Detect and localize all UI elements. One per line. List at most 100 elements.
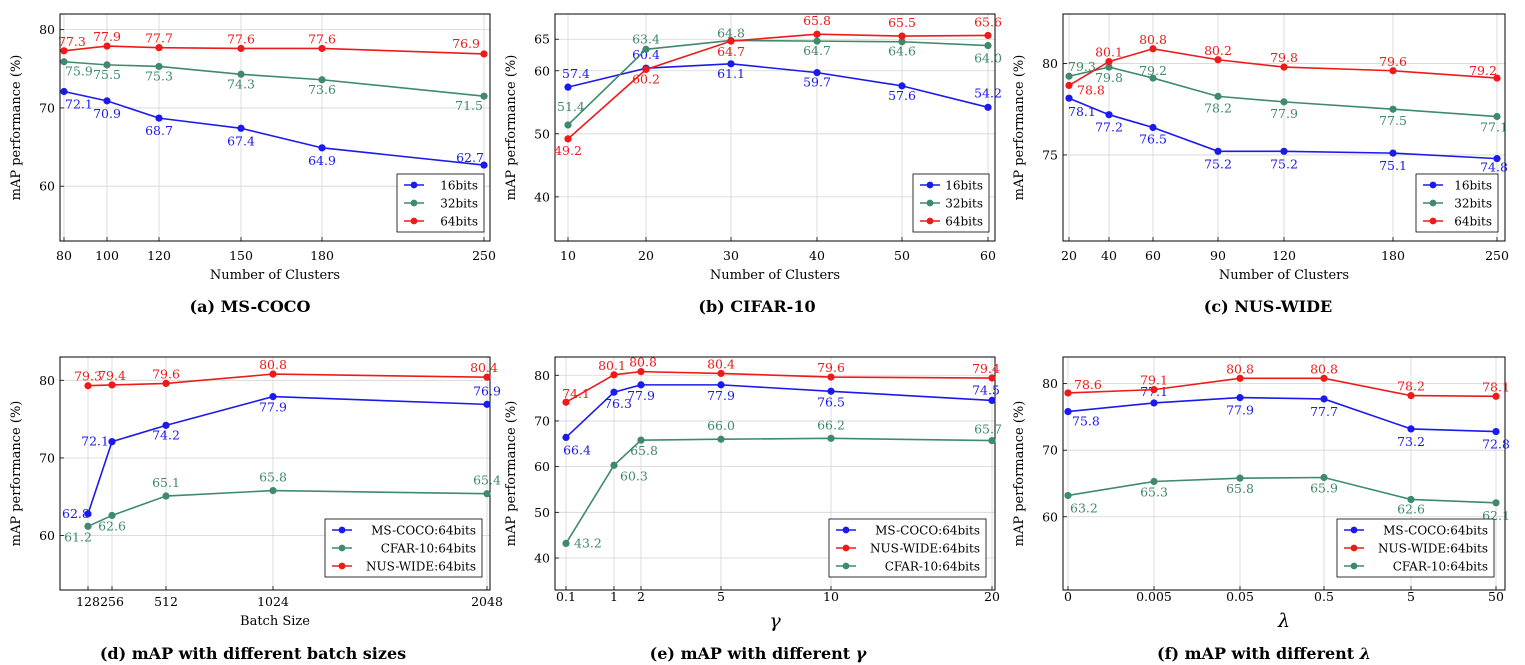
y-tick-label: 50 (534, 126, 550, 141)
data-label: 80.8 (1310, 361, 1338, 376)
series-CFAR-10:64bits: 63.265.3 65.8 65.962.6 62.1 (1064, 473, 1510, 523)
data-label: 77.5 (1379, 113, 1407, 128)
data-label: 77.2 (1095, 120, 1123, 135)
data-label: 65.8 (259, 470, 287, 485)
caption-text: (f) mAP with different (1157, 644, 1355, 663)
data-point (1236, 394, 1244, 402)
series-MS-COCO:64bits: 66.476.377.9 77.9 76.574.5 (562, 381, 1000, 457)
data-label: 65.8 (1226, 481, 1254, 496)
y-tick-label: 60 (1042, 509, 1058, 524)
data-label: 80.8 (1226, 361, 1254, 376)
data-point (84, 382, 92, 390)
legend-marker (926, 217, 934, 225)
series-16bits: 57.4 60.4 61.1 59.7 57.6 54.2 (562, 47, 1002, 111)
data-label: 74.3 (227, 76, 255, 91)
legend-marker (926, 181, 934, 189)
data-label: 61.1 (717, 66, 745, 81)
data-label: 60.2 (632, 71, 660, 86)
y-tick-label: 70 (1042, 443, 1058, 458)
x-tick-label: 128 (76, 594, 100, 609)
data-label: 62.8 (62, 506, 90, 521)
x-tick-label: 50 (894, 248, 910, 263)
subfigure-caption: (e) mAP with different γ (650, 644, 868, 663)
data-point (727, 37, 735, 45)
x-axis-label: Number of Clusters (710, 268, 840, 283)
legend: MS-COCO:64bits CFAR-10:64bits NUS-WIDE:64b… (324, 518, 483, 578)
data-label: 79.4 (972, 361, 1000, 376)
data-label: 71.5 (455, 98, 483, 113)
data-point (162, 379, 170, 388)
series-16bits: 78.177.2 76.5 75.2 75.2 75.1 74.8 (1065, 94, 1508, 175)
data-label: 67.4 (227, 133, 255, 148)
data-label: 73.6 (308, 82, 336, 97)
y-tick-label: 50 (534, 505, 550, 520)
data-point (637, 368, 645, 376)
data-point (1493, 155, 1501, 163)
data-point (827, 387, 835, 395)
data-point (103, 42, 111, 50)
x-tick-label: 90 (1210, 248, 1226, 263)
data-label: 64.6 (888, 44, 916, 59)
data-point (813, 37, 821, 45)
data-label: 75.2 (1270, 156, 1298, 171)
series-line (1067, 476, 1497, 504)
data-label: 51.4 (557, 99, 585, 114)
data-label: 57.6 (888, 88, 916, 103)
data-point (483, 373, 491, 381)
x-tick-label: 150 (229, 248, 253, 263)
series-line (565, 437, 993, 544)
data-label: 66.4 (563, 442, 591, 457)
legend-label: 32bits (1454, 197, 1492, 211)
data-label: 57.4 (562, 66, 590, 81)
caption-text: (a) MS-COCO (190, 297, 311, 316)
series-CFAR-10:64bits: 61.2 62.6 65.1 65.8 65.4 (64, 470, 501, 545)
series-line (87, 395, 488, 515)
data-label: 77.9 (93, 29, 121, 44)
series-line (1067, 396, 1497, 433)
x-tick-label: 0.005 (1136, 589, 1172, 604)
legend-label: 32bits (440, 197, 478, 211)
x-tick-label: 512 (154, 594, 178, 609)
data-point (1149, 123, 1157, 132)
axis-ticks: 128 256 512 1024 2048 60 70 80 (39, 373, 503, 609)
axis-ticks: 20 40 60 90 120 180 250 75 80 (1042, 56, 1509, 263)
data-point (827, 434, 835, 442)
x-axis-label: Batch Size (240, 614, 310, 629)
x-tick-label: 20 (638, 248, 654, 263)
x-tick-label: 20 (1061, 248, 1077, 263)
x-tick-label: 180 (310, 248, 334, 263)
data-point (1492, 427, 1500, 436)
data-point (1150, 386, 1158, 394)
data-point (1492, 499, 1500, 507)
data-label: 79.3 (74, 369, 102, 384)
data-label: 54.2 (974, 85, 1002, 100)
data-label: 79.2 (1139, 63, 1167, 78)
x-axis-label: Number of Clusters (210, 268, 340, 283)
data-point (984, 41, 992, 50)
series-NUS-WIDE:64bits: 79.379.4 79.6 80.8 80.4 (74, 357, 498, 390)
data-point (1214, 92, 1222, 100)
y-tick-label: 80 (534, 368, 550, 383)
x-tick-label: 250 (472, 248, 496, 263)
data-label: 49.2 (554, 143, 582, 158)
legend-marker (842, 526, 850, 534)
legend-marker (926, 199, 934, 207)
data-point (318, 44, 326, 53)
legend-marker (1429, 217, 1437, 225)
data-point (564, 135, 572, 143)
data-label: 65.4 (473, 473, 501, 488)
data-label: 79.4 (98, 368, 126, 383)
legend-label: 64bits (1454, 215, 1492, 229)
data-label: 73.2 (1397, 434, 1425, 449)
data-label: 70.9 (93, 106, 121, 121)
data-label: 64.9 (308, 153, 336, 168)
x-tick-label: 100 (95, 248, 119, 263)
data-label: 65.9 (1310, 480, 1338, 495)
data-label: 63.4 (632, 31, 660, 46)
data-label: 75.3 (145, 68, 173, 83)
chart-panel-4: 128 256 512 1024 2048 60 70 80 Batch Size mAP per… (9, 356, 503, 663)
data-label: 65.7 (974, 422, 1002, 437)
data-point (1280, 147, 1288, 155)
data-label: 77.7 (145, 31, 173, 46)
x-tick-label: 0.5 (1314, 589, 1334, 604)
